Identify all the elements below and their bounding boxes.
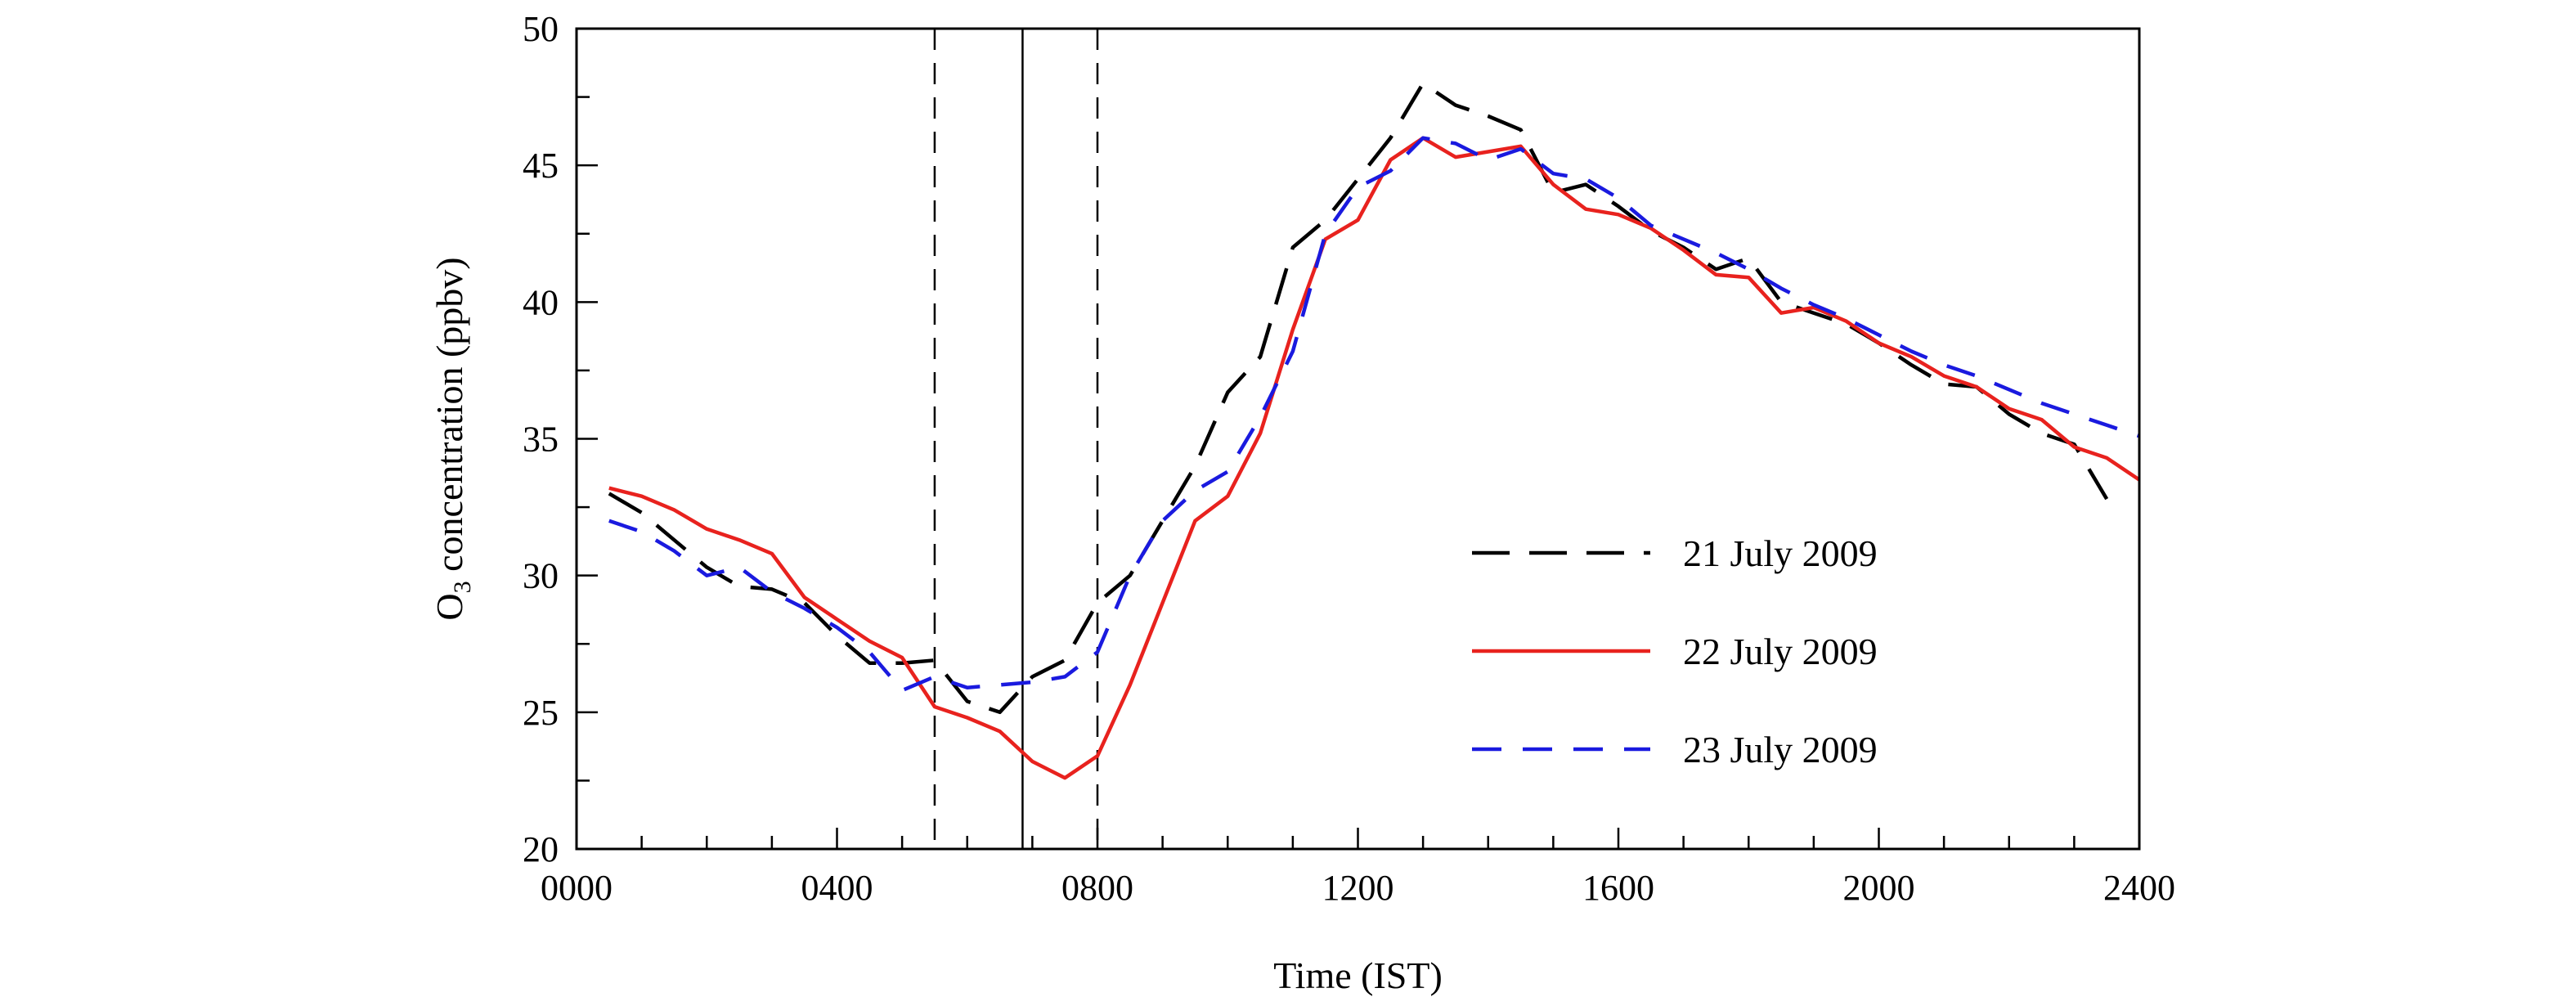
x-tick-label: 0800 xyxy=(1061,868,1133,908)
x-tick-label: 0000 xyxy=(541,868,613,908)
series-line-2 xyxy=(608,136,2141,780)
legend-label: 23 July 2009 xyxy=(1683,729,1878,770)
y-tick-label: 25 xyxy=(523,693,559,733)
x-tick-label: 2400 xyxy=(2103,868,2175,908)
x-tick-label: 1200 xyxy=(1322,868,1394,908)
x-axis-label: Time (IST) xyxy=(1273,954,1443,996)
legend: 21 July 2009 22 July 2009 23 July 2009 xyxy=(1472,532,1878,770)
y-tick-label: 30 xyxy=(523,556,559,596)
plot-frame xyxy=(575,27,2141,851)
y-axis-label: O3 concentration (ppbv) xyxy=(429,257,476,620)
legend-label: 21 July 2009 xyxy=(1683,532,1878,574)
y-tick-label: 40 xyxy=(523,282,559,322)
x-tick-label: 1600 xyxy=(1582,868,1654,908)
y-tick-labels: 20 25 30 35 40 45 50 xyxy=(523,9,559,869)
y-tick-label: 45 xyxy=(523,146,559,186)
y-axis-label-prefix: O xyxy=(429,593,470,620)
y-axis-label-suffix: concentration (ppbv) xyxy=(429,257,470,581)
y-tick-label: 50 xyxy=(523,9,559,49)
series-line-3 xyxy=(608,136,2140,693)
series-lines xyxy=(608,81,2141,780)
y-tick-label: 20 xyxy=(523,829,559,869)
legend-label: 22 July 2009 xyxy=(1683,631,1878,672)
x-tick-label: 0400 xyxy=(801,868,873,908)
x-tick-labels: 0000 0400 0800 1200 1600 2000 2400 xyxy=(541,868,2175,908)
vertical-marker-lines xyxy=(933,29,1099,849)
x-tick-label: 2000 xyxy=(1843,868,1915,908)
axis-ticks xyxy=(575,27,2141,851)
y-axis-label-subscript: 3 xyxy=(449,581,476,593)
y-tick-label: 35 xyxy=(523,420,559,460)
